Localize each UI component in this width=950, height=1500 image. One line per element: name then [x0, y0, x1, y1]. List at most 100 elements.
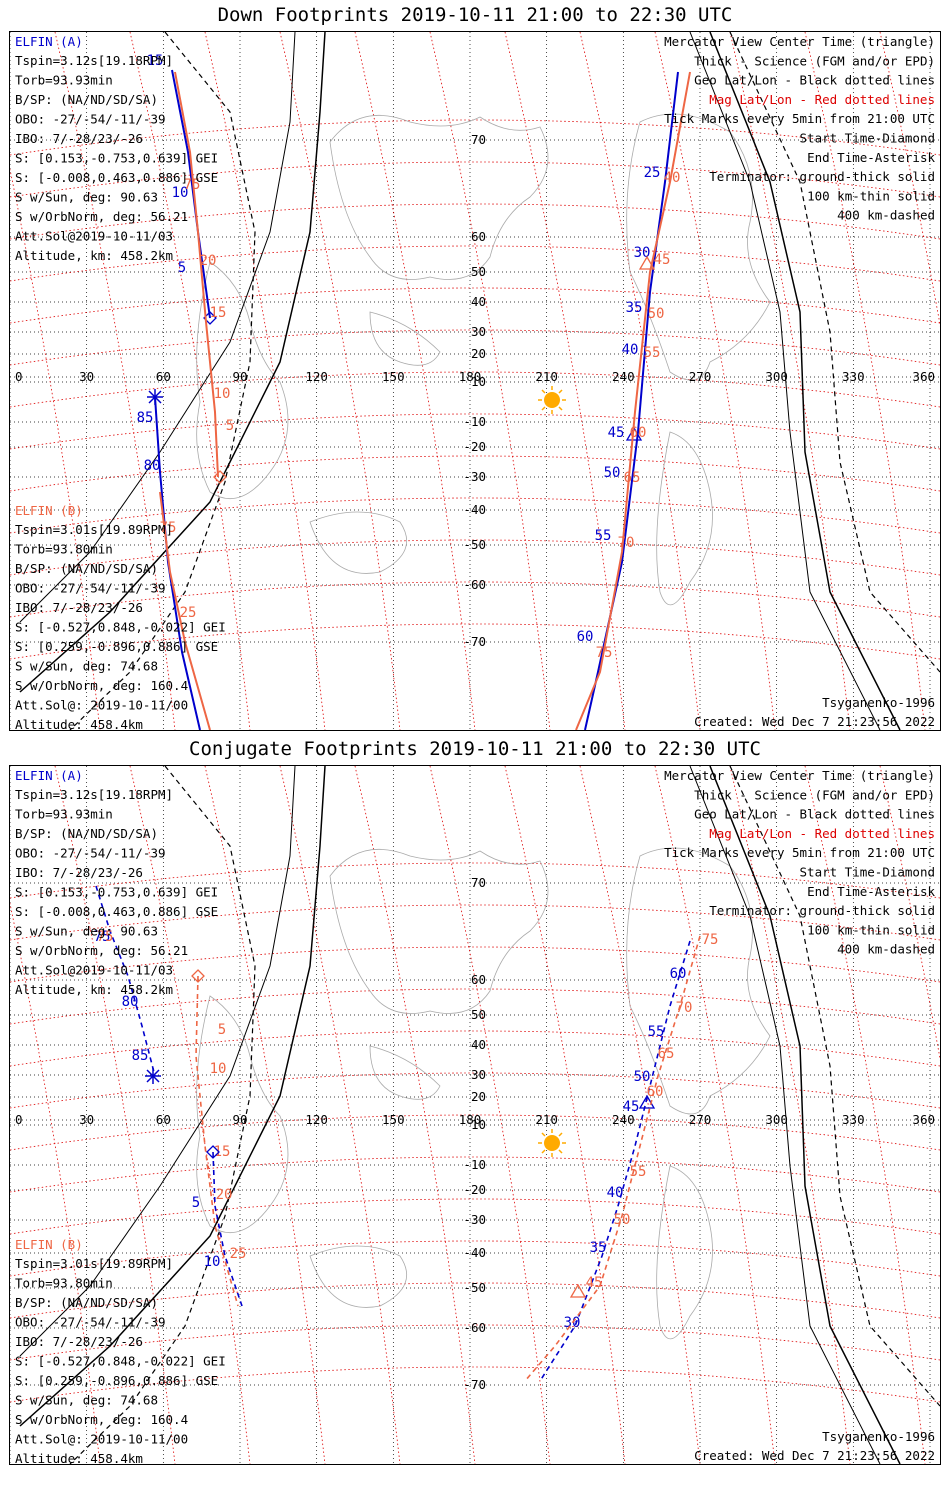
sat-b-info-line: Altitude: 458.4km: [15, 1451, 143, 1464]
tick-label: 60: [670, 966, 687, 982]
map-frame-conjugate: 75 80 85 5 10 15 20 25 75 5 10 60 55 50 45 40 35 30 75 70 65…: [9, 765, 941, 1465]
legend-line: Start Time-Diamond: [800, 865, 935, 880]
tick-label: 60: [647, 1084, 664, 1100]
tick-label: 35: [590, 1240, 607, 1256]
terminator-ground: [19, 766, 326, 1427]
lon-label: 120: [305, 369, 328, 384]
lon-label: 240: [612, 1112, 635, 1127]
mag-meridian: [879, 766, 940, 1061]
sat-a-info-line: S w/Sun, deg: 90.63: [15, 190, 158, 205]
tick-label: 20: [216, 1187, 233, 1203]
sat-b-header: ELFIN (B): [15, 1237, 83, 1252]
sat-a-info-line: Altitude, km: 458.2km: [15, 248, 173, 263]
tick-label: 55: [595, 528, 612, 544]
sat-a-info-line: OBO: -27/-54/-11/-39: [15, 112, 166, 127]
mag-parallel: [10, 1198, 940, 1235]
sat-a-info-line: OBO: -27/-54/-11/-39: [15, 846, 166, 861]
sat-a-track-east: [584, 71, 679, 730]
mag-meridian: [879, 32, 940, 327]
mag-meridian: [504, 766, 626, 1464]
mag-meridian: [354, 32, 476, 730]
tick-label: 70: [676, 1000, 693, 1016]
start-diamond-marker: [206, 1145, 220, 1159]
tick-label: 50: [648, 306, 665, 322]
mag-parallel: [10, 904, 940, 941]
grid-labels: 0 30 60 90 120 150 180 210 240 270 300 330 360 70 60 50…: [15, 132, 935, 649]
sat-b-track-south: [159, 491, 211, 730]
center-triangle-marker: [638, 255, 656, 270]
sat-b-track-east: [524, 935, 701, 1382]
legend-line: Terminator: ground-thick solid: [709, 169, 935, 184]
sat-a-info-line: Altitude, km: 458.2km: [15, 982, 173, 997]
sat-a-header: ELFIN (A): [15, 34, 83, 49]
mag-parallel: [10, 539, 940, 576]
sat-a-info-line: Att.Sol@2019-10-11/03: [15, 229, 173, 244]
start-diamond-marker: [191, 969, 205, 983]
tick-label: 75: [160, 520, 177, 536]
lat-label: -50: [463, 537, 486, 552]
model-label: Tsyganenko-1996: [822, 695, 935, 710]
lat-label: -30: [463, 1212, 486, 1227]
lon-label: 90: [232, 1112, 247, 1127]
tick-label: 45: [608, 425, 625, 441]
terminator-100km-right: [689, 32, 881, 730]
tick-label: 55: [644, 345, 661, 361]
sat-b-info-line: S: [0.259,-0.896,0.886] GSE: [15, 1373, 218, 1388]
mag-meridian: [579, 32, 701, 730]
tick-label: 50: [634, 1069, 651, 1085]
sat-a-info-line: S: [-0.008,0.463,0.886] GSE: [15, 904, 218, 919]
lat-label: 40: [471, 294, 486, 309]
start-diamond-marker: [213, 470, 227, 484]
map-frame-down: 15 10 5 75 20 15 10 5 85 80 75 25 25 30 35 40 45 50 55 60 40…: [9, 31, 941, 731]
terminator: [19, 766, 940, 1464]
tick-label: 5: [226, 418, 234, 434]
tick-label: 40: [622, 342, 639, 358]
tick-label: 70: [618, 535, 635, 551]
mag-meridian: [204, 32, 326, 730]
mag-meridian: [279, 32, 401, 730]
terminator-ground: [19, 32, 326, 693]
tick-label: 45: [586, 1275, 603, 1291]
sat-b-info-line: B/SP: (NA/ND/SD/SA): [15, 561, 158, 576]
mag-meridian: [654, 32, 776, 730]
lon-label: 180: [459, 1112, 482, 1127]
mag-meridian: [429, 32, 551, 730]
legend-line: Mercator View Center Time (triangle): [664, 34, 935, 49]
lat-label: -20: [463, 439, 486, 454]
tick-label: 75: [184, 177, 201, 193]
sat-a-info-line: B/SP: (NA/ND/SD/SA): [15, 92, 158, 107]
model-label: Tsyganenko-1996: [822, 1429, 935, 1444]
lon-label: 180: [459, 369, 482, 384]
center-triangle-marker: [569, 1283, 587, 1298]
terminator-ground-right: [709, 766, 901, 1464]
lon-label: 30: [79, 369, 94, 384]
legend-line: Tick Marks every 5min from 21:00 UTC: [664, 845, 935, 860]
lat-label: -70: [463, 634, 486, 649]
sat-b-info-line: Att.Sol@: 2019-10-11/00: [15, 698, 188, 713]
sun-icon: [538, 1129, 566, 1157]
mag-meridian: [429, 766, 551, 1464]
tick-label: 5: [178, 260, 186, 276]
legend-line: Geo Lat/Lon - Black dotted lines: [694, 807, 935, 822]
tick-label: 25: [230, 1246, 247, 1262]
mag-parallel: [10, 1072, 940, 1109]
legend-line: Mercator View Center Time (triangle): [664, 768, 935, 783]
tick-label: 80: [122, 994, 139, 1010]
mag-parallel: [10, 497, 940, 534]
lon-label: 30: [79, 1112, 94, 1127]
legend-line: Thick - Science (FGM and/or EPD): [694, 53, 935, 68]
mag-parallel: [10, 623, 940, 660]
lon-label: 270: [689, 1112, 712, 1127]
tick-label: 50: [604, 465, 621, 481]
mag-parallel: [10, 203, 940, 240]
mag-meridian: [354, 766, 476, 1464]
mag-meridian: [729, 766, 851, 1464]
lon-label: 150: [382, 369, 405, 384]
legend-line: 100 km-thin solid: [807, 188, 935, 203]
sat-b-info-line: IBO: 7/-28/23/-26: [15, 600, 143, 615]
mag-meridian: [279, 766, 401, 1464]
sat-b-info-line: S: [-0.527,0.848,-0.022] GEI: [15, 620, 226, 635]
legend-line: End Time-Asterisk: [807, 150, 935, 165]
sat-a-info-line: IBO: 7/-28/23/-26: [15, 865, 143, 880]
terminator-400km-right: [729, 766, 940, 1407]
